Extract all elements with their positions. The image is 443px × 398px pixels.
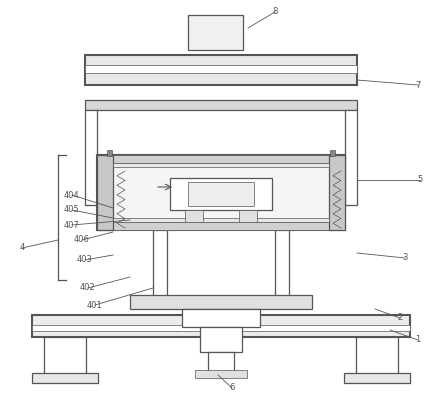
Text: 402: 402: [80, 283, 96, 293]
Bar: [200, 327, 242, 352]
Bar: [182, 309, 260, 327]
Bar: [195, 370, 247, 378]
Bar: [32, 315, 410, 337]
Bar: [208, 352, 234, 374]
Text: 401: 401: [87, 300, 103, 310]
Bar: [188, 182, 254, 206]
Text: 1: 1: [416, 336, 420, 345]
Text: 2: 2: [397, 314, 403, 322]
Bar: [32, 373, 98, 383]
Bar: [85, 55, 357, 85]
Text: 8: 8: [272, 8, 278, 16]
Bar: [113, 163, 329, 167]
Bar: [330, 150, 335, 156]
Bar: [275, 230, 289, 305]
Bar: [97, 155, 113, 230]
Bar: [32, 325, 410, 331]
Bar: [97, 155, 345, 163]
Bar: [239, 210, 257, 222]
Text: 407: 407: [64, 220, 80, 230]
Bar: [97, 222, 345, 230]
Text: 5: 5: [417, 176, 423, 185]
Bar: [329, 155, 345, 230]
Bar: [107, 150, 112, 156]
Text: 6: 6: [229, 384, 235, 392]
Bar: [85, 100, 357, 110]
Bar: [188, 15, 243, 50]
Bar: [44, 337, 86, 379]
Text: 404: 404: [64, 191, 80, 199]
Bar: [113, 218, 329, 222]
Bar: [345, 110, 357, 205]
Bar: [170, 178, 272, 210]
Bar: [97, 155, 345, 230]
Text: 7: 7: [415, 80, 421, 90]
Bar: [344, 373, 410, 383]
Bar: [185, 210, 203, 222]
Bar: [85, 65, 357, 73]
Text: 403: 403: [77, 256, 93, 265]
Bar: [356, 337, 398, 379]
Bar: [85, 110, 97, 205]
Text: 406: 406: [74, 236, 90, 244]
Text: 4: 4: [19, 244, 25, 252]
Text: 405: 405: [64, 205, 80, 215]
Text: 3: 3: [402, 254, 408, 263]
Bar: [130, 295, 312, 309]
Bar: [153, 230, 167, 305]
